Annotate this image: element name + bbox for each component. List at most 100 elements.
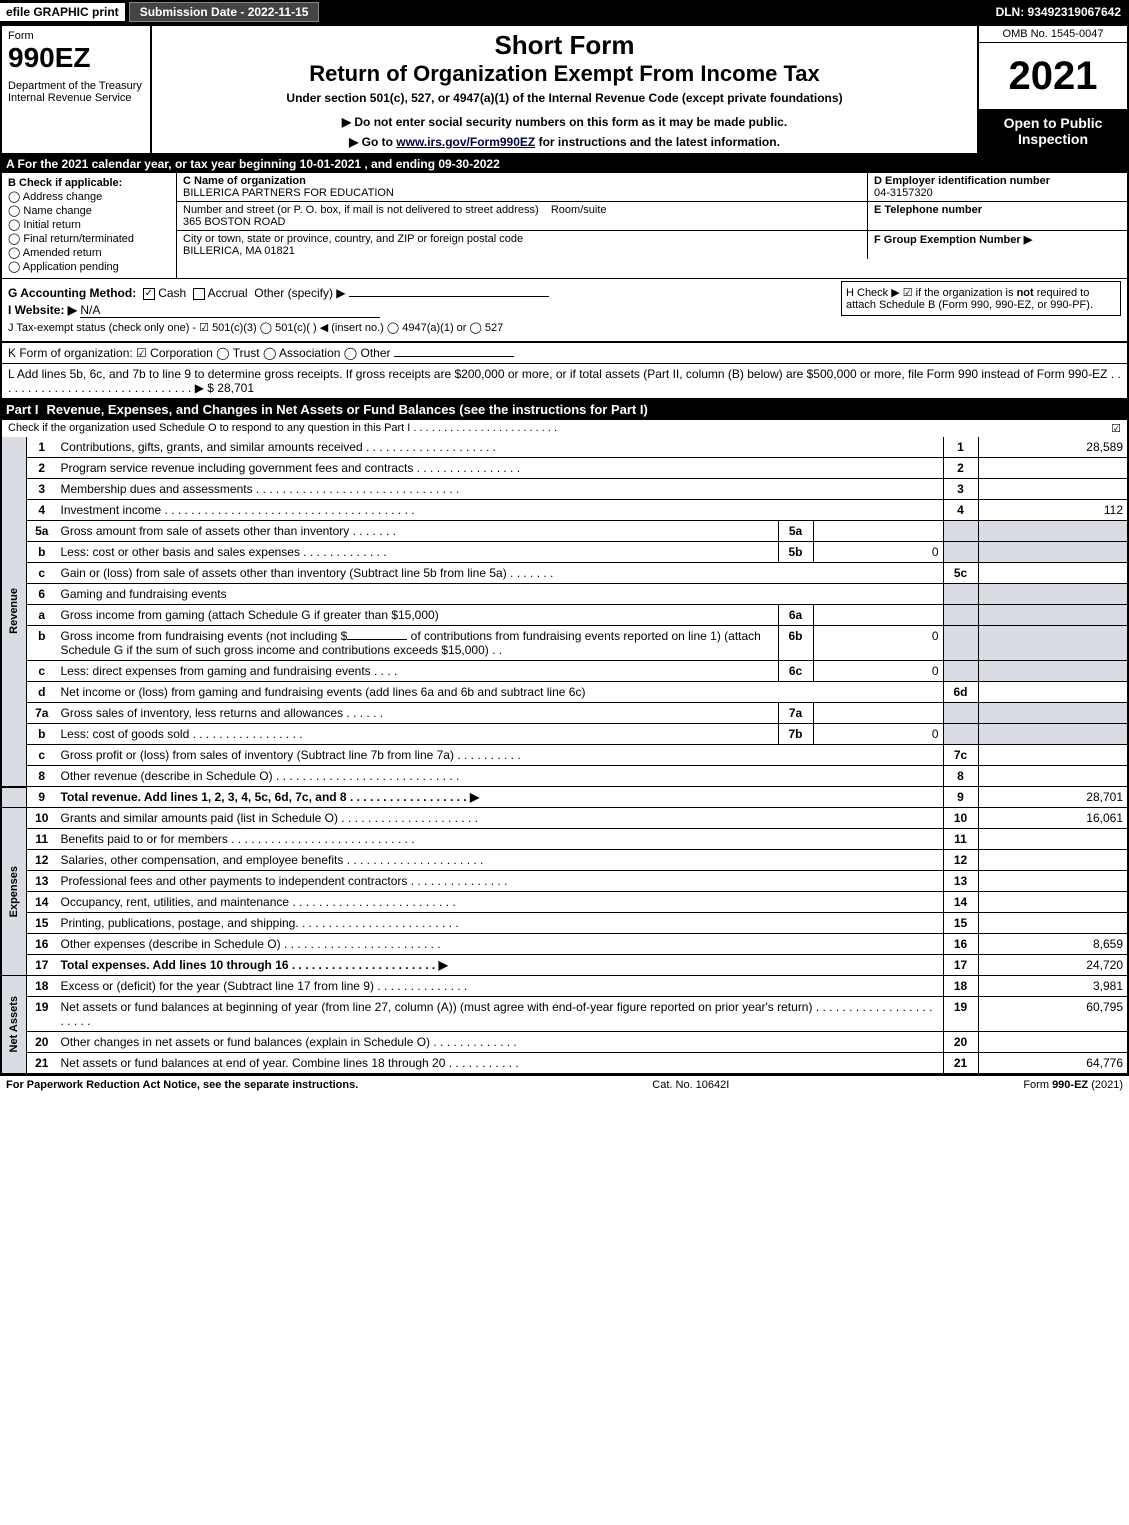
row-k: K Form of organization: ☑ Corporation ◯ …	[0, 343, 1129, 364]
form-label: Form	[8, 30, 144, 42]
l-amount: 28,701	[217, 381, 254, 395]
line-1-rn: 1	[943, 437, 978, 458]
line-5c-text: Gain or (loss) from sale of assets other…	[57, 563, 944, 584]
line-5a-text: Gross amount from sale of assets other t…	[57, 521, 779, 542]
chk-initial-return[interactable]: ◯ Initial return	[8, 218, 170, 231]
efile-print-label[interactable]: efile GRAPHIC print	[0, 3, 125, 21]
line-6c-text: Less: direct expenses from gaming and fu…	[57, 661, 779, 682]
c-street-block: Number and street (or P. O. box, if mail…	[177, 202, 867, 230]
c-name-block: C Name of organization BILLERICA PARTNER…	[177, 173, 867, 201]
header-left: Form 990EZ Department of the Treasury In…	[2, 26, 152, 153]
goto-prefix: ▶ Go to	[349, 135, 396, 149]
part-1-sub-text: Check if the organization used Schedule …	[8, 422, 1101, 435]
short-form-title: Short Form	[160, 30, 969, 61]
line-15-text: Printing, publications, postage, and shi…	[57, 913, 944, 934]
g-accrual-check[interactable]	[193, 288, 205, 300]
chk-amended-return[interactable]: ◯ Amended return	[8, 246, 170, 259]
line-16-text: Other expenses (describe in Schedule O) …	[57, 934, 944, 955]
h-text1: H Check ▶ ☑ if the organization is	[846, 287, 1017, 299]
row-a-tax-year: A For the 2021 calendar year, or tax yea…	[0, 155, 1129, 173]
d-ein-value: 04-3157320	[874, 187, 933, 199]
org-name: BILLERICA PARTNERS FOR EDUCATION	[183, 187, 394, 199]
page-footer: For Paperwork Reduction Act Notice, see …	[0, 1075, 1129, 1094]
k-text: K Form of organization: ☑ Corporation ◯ …	[8, 346, 391, 360]
col-b-title: B Check if applicable:	[8, 177, 170, 189]
website-value: N/A	[80, 303, 380, 318]
chk-name-change[interactable]: ◯ Name change	[8, 204, 170, 217]
return-title: Return of Organization Exempt From Incom…	[160, 61, 969, 87]
submission-date: Submission Date - 2022-11-15	[129, 2, 320, 22]
l-text: L Add lines 5b, 6c, and 7b to line 9 to …	[8, 367, 1121, 395]
g-cash-check[interactable]	[143, 288, 155, 300]
h-not: not	[1017, 287, 1034, 299]
line-7b-text: Less: cost of goods sold . . . . . . . .…	[57, 724, 779, 745]
org-city: BILLERICA, MA 01821	[183, 245, 295, 257]
k-other-input[interactable]	[394, 356, 514, 357]
line-20-text: Other changes in net assets or fund bala…	[57, 1032, 944, 1053]
line-1-amt: 28,589	[978, 437, 1128, 458]
header-right: OMB No. 1545-0047 2021 Open to Public In…	[977, 26, 1127, 153]
j-line: J Tax-exempt status (check only one) - ☑…	[8, 321, 1121, 334]
tax-year: 2021	[979, 43, 1127, 109]
top-bar: efile GRAPHIC print Submission Date - 20…	[0, 0, 1129, 24]
line-5b-text: Less: cost or other basis and sales expe…	[57, 542, 779, 563]
col-cde: C Name of organization BILLERICA PARTNER…	[177, 173, 1127, 278]
h-box: H Check ▶ ☑ if the organization is not r…	[841, 281, 1121, 316]
line-9-text: Total revenue. Add lines 1, 2, 3, 4, 5c,…	[57, 787, 944, 808]
goto-suffix: for instructions and the latest informat…	[535, 135, 780, 149]
chk-address-change[interactable]: ◯ Address change	[8, 190, 170, 203]
e-phone-block: E Telephone number	[867, 202, 1127, 230]
irs-link[interactable]: www.irs.gov/Form990EZ	[396, 135, 535, 149]
line-6b-text: Gross income from fundraising events (no…	[57, 626, 779, 661]
part-1-sub-check[interactable]: ☑	[1101, 422, 1121, 435]
g-other-input[interactable]	[349, 296, 549, 297]
revenue-side-label: Revenue	[6, 578, 22, 644]
part-1-sub: Check if the organization used Schedule …	[0, 420, 1129, 437]
line-17-text: Total expenses. Add lines 10 through 16 …	[57, 955, 944, 976]
line-18-text: Excess or (deficit) for the year (Subtra…	[57, 976, 944, 997]
f-group-label: F Group Exemption Number ▶	[874, 234, 1032, 246]
line-10-text: Grants and similar amounts paid (list in…	[57, 808, 944, 829]
c-city-block: City or town, state or province, country…	[177, 231, 867, 259]
chk-final-return[interactable]: ◯ Final return/terminated	[8, 232, 170, 245]
header-center: Short Form Return of Organization Exempt…	[152, 26, 977, 153]
net-assets-side-label: Net Assets	[6, 986, 22, 1062]
d-ein-block: D Employer identification number 04-3157…	[867, 173, 1127, 201]
do-not-enter: ▶ Do not enter social security numbers o…	[160, 115, 969, 129]
dln: DLN: 93492319067642	[988, 3, 1129, 21]
line-1-text: Contributions, gifts, grants, and simila…	[57, 437, 944, 458]
f-group-block: F Group Exemption Number ▶	[867, 231, 1127, 259]
footer-left: For Paperwork Reduction Act Notice, see …	[6, 1079, 358, 1091]
org-street: 365 BOSTON ROAD	[183, 216, 286, 228]
line-1-num: 1	[27, 437, 57, 458]
row-l: L Add lines 5b, 6c, and 7b to line 9 to …	[0, 364, 1129, 399]
line-21-text: Net assets or fund balances at end of ye…	[57, 1053, 944, 1075]
line-6d-text: Net income or (loss) from gaming and fun…	[57, 682, 944, 703]
line-19-text: Net assets or fund balances at beginning…	[57, 997, 944, 1032]
section-ghij: H Check ▶ ☑ if the organization is not r…	[0, 278, 1129, 343]
line-13-text: Professional fees and other payments to …	[57, 871, 944, 892]
line-6a-text: Gross income from gaming (attach Schedul…	[57, 605, 779, 626]
line-8-text: Other revenue (describe in Schedule O) .…	[57, 766, 944, 787]
line-3-text: Membership dues and assessments . . . . …	[57, 479, 944, 500]
col-b-checkboxes: B Check if applicable: ◯ Address change …	[2, 173, 177, 278]
d-ein-label: D Employer identification number	[874, 175, 1050, 187]
i-label: I Website: ▶	[8, 303, 77, 317]
g-label: G Accounting Method:	[8, 286, 136, 300]
line-14-text: Occupancy, rent, utilities, and maintena…	[57, 892, 944, 913]
department-label: Department of the Treasury Internal Reve…	[8, 80, 144, 104]
line-12-text: Salaries, other compensation, and employ…	[57, 850, 944, 871]
c-city-label: City or town, state or province, country…	[183, 233, 523, 245]
expenses-side-label: Expenses	[6, 856, 22, 927]
footer-cat: Cat. No. 10642I	[358, 1079, 1023, 1091]
c-name-label: C Name of organization	[183, 175, 306, 187]
open-to-public: Open to Public Inspection	[979, 109, 1127, 153]
line-7a-text: Gross sales of inventory, less returns a…	[57, 703, 779, 724]
part-1-header: Part I Revenue, Expenses, and Changes in…	[0, 399, 1129, 420]
line-4-text: Investment income . . . . . . . . . . . …	[57, 500, 944, 521]
form-header: Form 990EZ Department of the Treasury In…	[0, 24, 1129, 155]
chk-application-pending[interactable]: ◯ Application pending	[8, 260, 170, 273]
under-section: Under section 501(c), 527, or 4947(a)(1)…	[160, 91, 969, 105]
line-7c-text: Gross profit or (loss) from sales of inv…	[57, 745, 944, 766]
part-1-table: Revenue 1 Contributions, gifts, grants, …	[0, 437, 1129, 1075]
